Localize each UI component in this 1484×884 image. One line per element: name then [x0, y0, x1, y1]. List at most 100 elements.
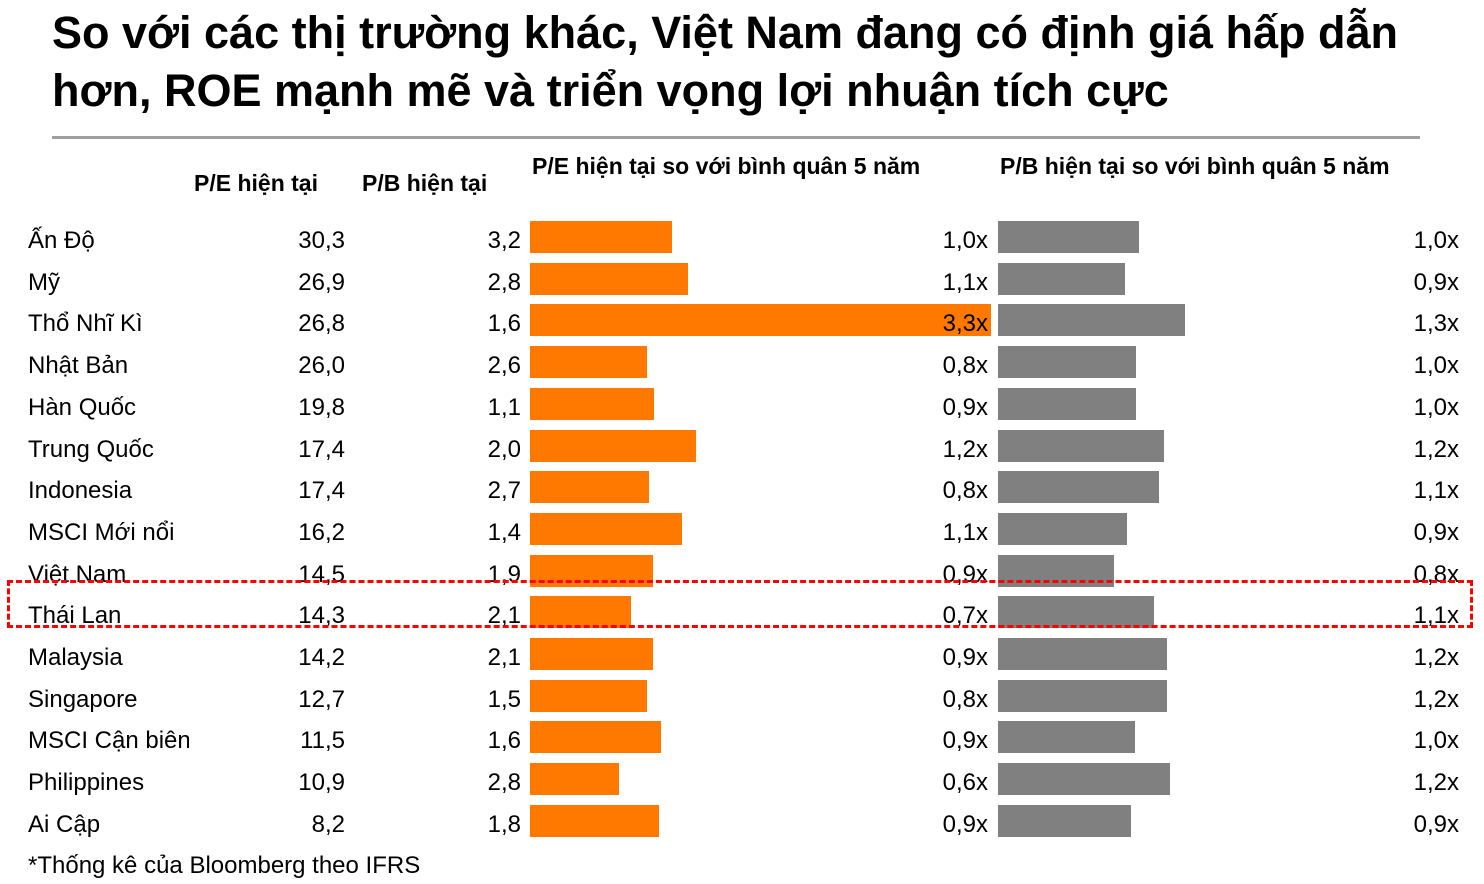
pb-relative-bar	[998, 221, 1140, 253]
pe-relative-label: 0,9x	[942, 560, 988, 588]
country-name: Singapore	[28, 685, 138, 713]
pe-value: 26,8	[298, 310, 345, 338]
pb-relative-label: 1,2x	[1413, 685, 1459, 713]
pb-relative-bar	[998, 304, 1186, 337]
pb-value: 3,2	[487, 227, 521, 254]
country-name: Ai Cập	[28, 810, 101, 838]
country-name: Mỹ	[28, 268, 60, 296]
pb-relative-label: 1,3x	[1413, 310, 1459, 338]
pb-relative-bar	[998, 512, 1127, 545]
country-name: Thái Lan	[28, 602, 122, 630]
pe-value: 26,9	[298, 268, 345, 296]
pe-relative-bar	[530, 804, 659, 837]
pe-relative-bar	[530, 679, 648, 712]
pe-value: 17,4	[298, 477, 345, 505]
pb-relative-bar	[998, 596, 1155, 629]
pe-relative-bar	[530, 346, 648, 379]
pb-relative-bar	[998, 471, 1159, 504]
pe-value: 11,5	[300, 727, 345, 755]
country-name: MSCI Mới nổi	[28, 518, 175, 546]
pb-relative-bar	[998, 554, 1114, 587]
pb-relative-bar	[998, 763, 1170, 796]
pe-value: 26,0	[298, 352, 345, 380]
pe-value: 30,3	[298, 227, 345, 254]
pe-value: 16,2	[298, 518, 345, 546]
pe-value: 12,7	[298, 685, 345, 713]
footnote: *Thống kê của Bloomberg theo IFRS	[28, 852, 421, 879]
country-name: Việt Nam	[28, 560, 127, 588]
pb-relative-bar	[998, 429, 1165, 462]
pe-value: 10,9	[298, 769, 345, 797]
pe-relative-label: 0,9x	[942, 393, 988, 421]
pb-relative-label: 1,1x	[1413, 477, 1459, 505]
pb-relative-label: 1,1x	[1413, 602, 1459, 630]
header-pe-relative: P/E hiện tại so với bình quân 5 năm	[532, 153, 921, 179]
pe-relative-bar	[530, 304, 991, 337]
header-pe: P/E hiện tại	[194, 170, 318, 196]
pb-relative-label: 1,0x	[1413, 352, 1459, 380]
pb-relative-bar	[998, 638, 1168, 670]
pb-value: 1,1	[487, 393, 521, 421]
pb-relative-bar	[998, 679, 1168, 712]
pb-relative-bar	[998, 346, 1137, 379]
pb-value: 1,4	[487, 518, 521, 546]
pe-relative-label: 0,8x	[942, 477, 988, 505]
pe-relative-bar	[530, 596, 631, 629]
pb-value: 1,5	[487, 685, 521, 713]
pb-relative-label: 1,0x	[1413, 227, 1459, 254]
page-title: So với các thị trường khác, Việt Nam đan…	[52, 7, 1398, 116]
pb-value: 2,6	[487, 352, 521, 380]
country-name: Philippines	[28, 769, 145, 797]
pe-relative-bar	[530, 429, 697, 462]
pb-value: 1,6	[487, 310, 521, 338]
country-name: Hàn Quốc	[28, 393, 137, 421]
pe-relative-label: 0,9x	[942, 727, 988, 755]
pe-value: 19,8	[298, 393, 345, 421]
pb-value: 2,0	[487, 435, 521, 463]
country-name: Indonesia	[28, 477, 133, 505]
pe-relative-label: 3,3x	[942, 310, 988, 338]
pb-relative-label: 1,2x	[1413, 769, 1459, 797]
pb-value: 1,8	[487, 810, 521, 838]
pe-relative-bar	[530, 221, 673, 253]
pb-relative-label: 1,0x	[1413, 393, 1459, 421]
header-pb-relative: P/B hiện tại so với bình quân 5 năm	[1000, 153, 1390, 179]
country-name: Thổ Nhĩ Kì	[28, 310, 143, 338]
pe-relative-label: 0,8x	[942, 352, 988, 380]
pb-value: 1,9	[487, 560, 521, 588]
pe-value: 14,5	[298, 560, 345, 588]
pe-relative-label: 0,8x	[942, 685, 988, 713]
pb-value: 2,1	[487, 602, 521, 630]
header-pb: P/B hiện tại	[362, 170, 488, 196]
pb-value: 2,1	[487, 644, 521, 671]
pe-relative-bar	[530, 262, 688, 295]
pe-value: 14,3	[298, 602, 345, 630]
pe-relative-bar	[530, 638, 653, 670]
pe-relative-bar	[530, 554, 653, 587]
pe-relative-bar	[530, 721, 662, 754]
pe-relative-bar	[530, 763, 620, 796]
pe-relative-bar	[530, 512, 683, 545]
pb-relative-label: 0,9x	[1413, 518, 1459, 546]
pb-relative-label: 0,9x	[1413, 268, 1459, 296]
pe-relative-label: 1,1x	[942, 518, 988, 546]
country-name: Trung Quốc	[28, 435, 154, 463]
pe-relative-label: 1,2x	[942, 435, 988, 463]
pe-relative-bar	[530, 387, 655, 420]
pb-relative-bar	[998, 387, 1137, 420]
pb-relative-label: 1,2x	[1413, 644, 1459, 671]
pe-value: 14,2	[298, 644, 345, 671]
pe-relative-label: 1,0x	[942, 227, 988, 254]
pe-relative-label: 0,7x	[942, 602, 988, 630]
pb-value: 2,8	[487, 268, 521, 296]
pb-relative-bar	[998, 721, 1135, 754]
pb-relative-bar	[998, 262, 1126, 295]
pb-relative-label: 1,2x	[1413, 435, 1459, 463]
pb-relative-label: 0,8x	[1413, 560, 1459, 588]
pe-relative-label: 0,9x	[942, 644, 988, 671]
pb-relative-bar	[998, 804, 1131, 837]
country-name: Malaysia	[28, 644, 123, 671]
pb-value: 2,8	[487, 769, 521, 797]
pe-value: 17,4	[298, 435, 345, 463]
pb-relative-label: 0,9x	[1413, 810, 1459, 838]
